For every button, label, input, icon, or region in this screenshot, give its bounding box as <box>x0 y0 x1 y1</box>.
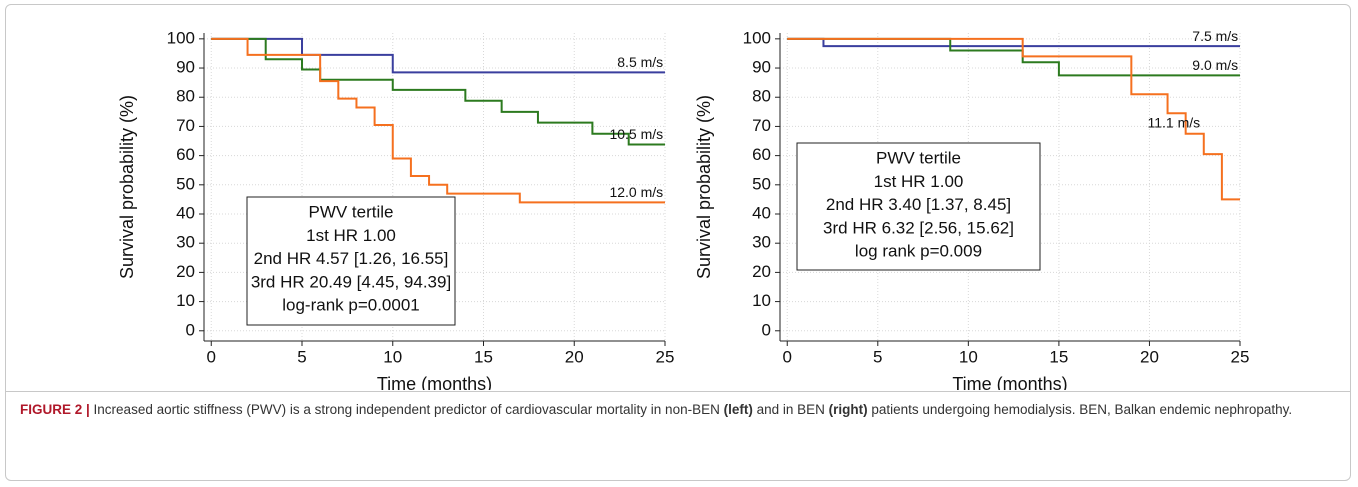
x-tick-label: 15 <box>1049 347 1068 366</box>
y-tick-label: 10 <box>752 291 771 310</box>
y-tick-label: 0 <box>762 320 771 339</box>
y-tick-label: 30 <box>752 233 771 252</box>
x-tick-label: 15 <box>474 347 493 366</box>
x-tick-label: 0 <box>207 347 216 366</box>
x-tick-label: 10 <box>959 347 978 366</box>
annotation-box <box>246 196 456 326</box>
curve-label: 10.5 m/s <box>609 126 663 142</box>
annotation-line: 3rd HR 6.32 [2.56, 15.62] <box>823 218 1014 237</box>
x-tick-label: 5 <box>297 347 306 366</box>
caption-text: and in BEN <box>752 402 829 417</box>
curve-label: 8.5 m/s <box>617 54 663 70</box>
y-tick-label: 90 <box>752 58 771 77</box>
annotation-line: 2nd HR 3.40 [1.37, 8.45] <box>826 195 1011 214</box>
divider <box>6 391 1351 392</box>
y-tick-label: 0 <box>186 320 195 339</box>
annotation-line: 1st HR 1.00 <box>306 226 396 245</box>
y-axis-label: Survival probability (%) <box>117 95 137 279</box>
x-tick-label: 10 <box>383 347 402 366</box>
y-tick-label: 100 <box>167 28 195 47</box>
x-axis-label: Time (months) <box>952 374 1067 390</box>
survival-curve <box>211 37 665 204</box>
caption-bold: (right) <box>828 402 868 417</box>
curve-label: 12.0 m/s <box>609 184 663 200</box>
survival-curve <box>787 37 1240 48</box>
caption: FIGURE 2 | Increased aortic stiffness (P… <box>20 398 1320 421</box>
x-tick-label: 25 <box>1231 347 1250 366</box>
curve-label: 9.0 m/s <box>1192 57 1238 73</box>
y-tick-label: 80 <box>176 87 195 106</box>
y-tick-label: 70 <box>752 116 771 135</box>
y-tick-label: 50 <box>752 174 771 193</box>
curve-label: 7.5 m/s <box>1192 28 1238 44</box>
y-tick-label: 80 <box>752 87 771 106</box>
curve-label: 11.1 m/s <box>1148 114 1201 130</box>
y-tick-label: 60 <box>752 145 771 164</box>
survival-curve <box>211 37 665 146</box>
x-tick-label: 25 <box>656 347 675 366</box>
y-tick-label: 50 <box>176 174 195 193</box>
annotation-line: 1st HR 1.00 <box>874 172 964 191</box>
frame <box>5 4 1351 481</box>
annotation-line: 3rd HR 20.49 [4.45, 94.39] <box>251 272 451 291</box>
survival-curve <box>787 37 1240 201</box>
caption-text: Increased aortic stiffness (PWV) is a st… <box>89 402 724 417</box>
annotation-line: log-rank p=0.0001 <box>282 296 420 315</box>
y-tick-label: 40 <box>176 203 195 222</box>
y-tick-label: 40 <box>752 203 771 222</box>
annotation-line: PWV tertile <box>876 148 961 167</box>
x-tick-label: 0 <box>783 347 792 366</box>
x-axis-label: Time (months) <box>377 374 492 390</box>
annotation-line: PWV tertile <box>308 202 393 221</box>
y-tick-label: 20 <box>752 262 771 281</box>
caption-text: patients undergoing hemodialysis. BEN, B… <box>867 402 1293 417</box>
caption-bold: (left) <box>723 402 753 417</box>
y-tick-label: 100 <box>743 28 771 47</box>
y-tick-label: 90 <box>176 58 195 77</box>
x-tick-label: 20 <box>565 347 584 366</box>
y-tick-label: 20 <box>176 262 195 281</box>
survival-curve <box>787 37 1240 77</box>
y-tick-label: 70 <box>176 116 195 135</box>
x-tick-label: 20 <box>1140 347 1159 366</box>
annotation-line: log rank p=0.009 <box>855 242 982 261</box>
y-tick-label: 30 <box>176 233 195 252</box>
survival-curve <box>211 37 665 74</box>
y-axis-label: Survival probability (%) <box>694 95 714 279</box>
caption-label: FIGURE 2 | <box>20 402 90 417</box>
y-tick-label: 60 <box>176 145 195 164</box>
x-tick-label: 5 <box>873 347 882 366</box>
annotation-box <box>796 142 1041 271</box>
annotation-line: 2nd HR 4.57 [1.26, 16.55] <box>254 249 449 268</box>
y-tick-label: 10 <box>176 291 195 310</box>
